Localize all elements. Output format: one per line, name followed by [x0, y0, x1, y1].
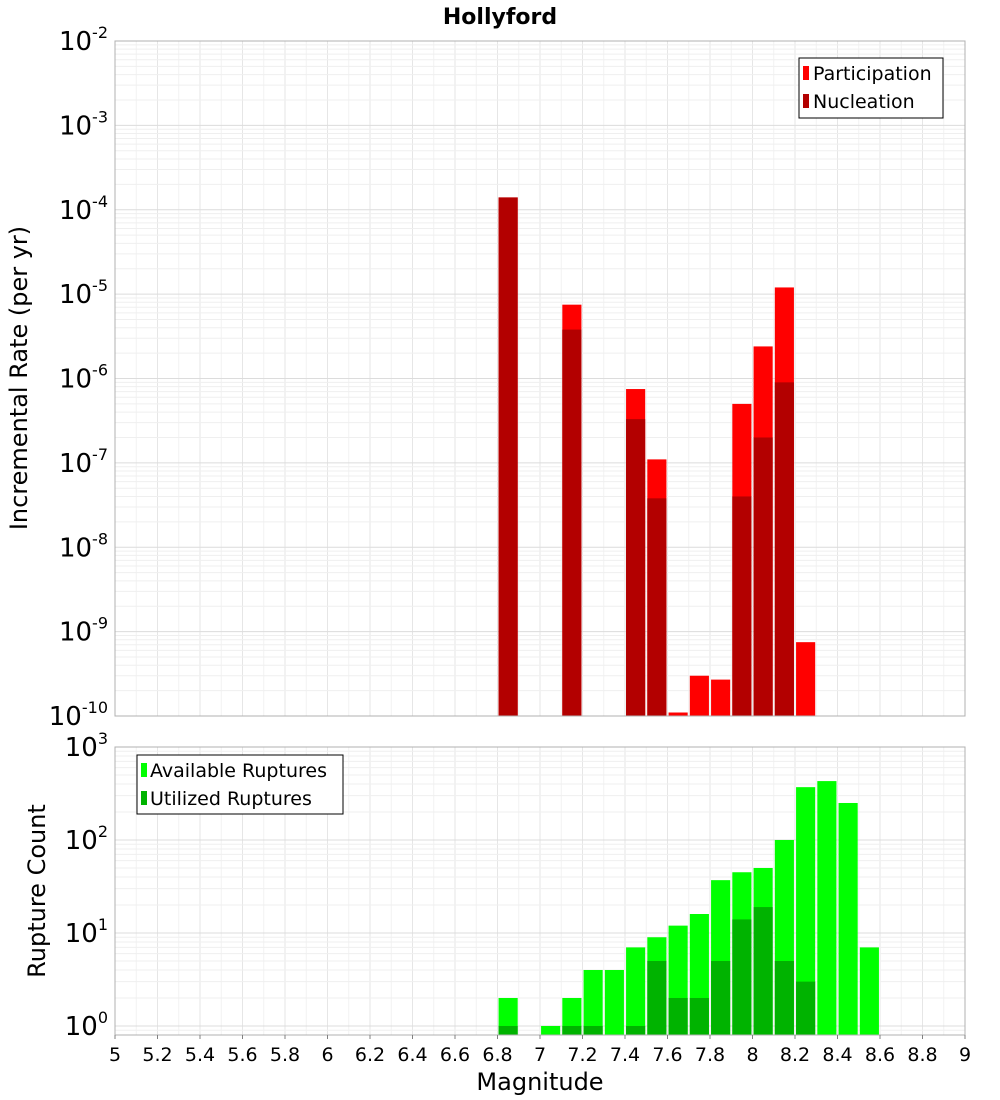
utilized-ruptures-bar	[711, 960, 731, 1035]
utilized-ruptures-bars	[498, 907, 816, 1035]
x-tick-label: 5.2	[142, 1044, 172, 1066]
x-tick-label: 6.8	[482, 1044, 512, 1066]
x-tick-label: 6	[321, 1044, 333, 1066]
nucleation-bar	[774, 382, 794, 716]
nucleation-bar	[626, 419, 646, 716]
nucleation-bar	[562, 329, 582, 716]
x-tick-label: 8.8	[907, 1044, 937, 1066]
utilized-ruptures-bar	[689, 997, 709, 1035]
x-tick-label: 7.6	[652, 1044, 682, 1066]
utilized-ruptures-bar	[796, 981, 816, 1035]
legend-label-nucleation: Nucleation	[813, 91, 915, 113]
y-tick-label: 10-2	[59, 23, 108, 57]
available-ruptures-bar	[817, 781, 837, 1035]
legend-swatch-nucleation	[803, 94, 809, 108]
nucleation-bar	[647, 498, 667, 716]
utilized-ruptures-bar	[732, 919, 752, 1035]
utilized-ruptures-bar	[583, 1025, 603, 1035]
available-ruptures-bar	[562, 997, 582, 1035]
chart-title: Hollyford	[443, 5, 557, 30]
y-tick-label: 103	[65, 729, 108, 763]
y-tick-label: 10-8	[59, 529, 108, 563]
x-tick-label: 7.8	[695, 1044, 725, 1066]
y-tick-label: 101	[65, 915, 108, 949]
available-ruptures-bar	[604, 969, 624, 1035]
x-tick-label: 6.6	[440, 1044, 470, 1066]
utilized-ruptures-bar	[668, 997, 688, 1035]
nucleation-bar	[732, 496, 752, 716]
x-tick-label: 6.2	[355, 1044, 385, 1066]
top-plot: 10-10 10-9 10-8 10-7 10-6 10-5 10-4 10-3 10-2 In…	[5, 23, 966, 732]
available-ruptures-bar	[796, 787, 816, 1035]
legend-swatch-available	[141, 763, 147, 777]
legend-label-utilized: Utilized Ruptures	[150, 788, 312, 810]
top-y-tick-labels: 10-10 10-9 10-8 10-7 10-6 10-5 10-4 10-3 10-2	[49, 23, 108, 732]
y-tick-label: 10-7	[59, 445, 108, 479]
y-tick-label: 102	[65, 822, 108, 856]
x-tick-labels: 5 5.2 5.4 5.6 5.8 6 6.2 6.4 6.6 6.8 7 7.2 7.4 7.6 7.8 8…	[109, 1035, 971, 1066]
x-tick-label: 9	[959, 1044, 971, 1066]
x-tick-label: 5.6	[227, 1044, 257, 1066]
legend-label-available: Available Ruptures	[150, 760, 327, 782]
nucleation-bars	[498, 197, 794, 717]
available-ruptures-bar	[838, 802, 858, 1035]
y-tick-label: 10-10	[49, 698, 108, 732]
top-legend-box	[798, 57, 944, 119]
x-tick-label: 8	[746, 1044, 758, 1066]
nucleation-bar	[753, 437, 773, 716]
utilized-ruptures-bar	[774, 960, 794, 1035]
x-tick-label: 8.2	[780, 1044, 810, 1066]
x-tick-label: 5.8	[270, 1044, 300, 1066]
utilized-ruptures-bar	[562, 1025, 582, 1035]
nucleation-bar	[498, 197, 518, 717]
utilized-ruptures-bar	[647, 960, 667, 1035]
bottom-y-tick-labels: 100 101 102 103	[65, 729, 108, 1042]
participation-bar	[689, 675, 709, 716]
available-ruptures-bar	[541, 1025, 561, 1035]
top-plot-grid	[114, 40, 966, 717]
y-tick-label: 10-3	[59, 107, 108, 141]
participation-bar	[711, 679, 731, 716]
available-ruptures-bar	[859, 947, 879, 1035]
y-tick-label: 100	[65, 1008, 108, 1042]
legend-swatch-utilized	[141, 791, 147, 805]
x-tick-label: 5	[109, 1044, 121, 1066]
x-tick-label: 8.4	[822, 1044, 852, 1066]
x-axis-title: Magnitude	[476, 1068, 603, 1096]
y-tick-label: 10-9	[59, 614, 108, 648]
bottom-legend-box	[136, 754, 344, 815]
participation-bar	[796, 642, 816, 716]
available-ruptures-bar	[498, 997, 518, 1035]
available-ruptures-bar	[583, 969, 603, 1035]
utilized-ruptures-bar	[626, 1025, 646, 1035]
participation-bar	[668, 712, 688, 716]
x-tick-label: 5.4	[185, 1044, 215, 1066]
x-tick-label: 7.2	[567, 1044, 597, 1066]
y-tick-label: 10-5	[59, 276, 108, 310]
bottom-y-axis-title: Rupture Count	[23, 804, 51, 978]
legend-swatch-participation	[803, 66, 809, 80]
top-plot-border	[114, 40, 966, 717]
available-ruptures-bar	[626, 947, 646, 1035]
top-legend: Participation Nucleation	[798, 57, 944, 119]
x-tick-label: 8.6	[865, 1044, 895, 1066]
legend-label-participation: Participation	[813, 63, 932, 85]
utilized-ruptures-bar	[753, 907, 773, 1035]
y-tick-label: 10-6	[59, 361, 108, 395]
bottom-legend: Available Ruptures Utilized Ruptures	[136, 754, 344, 815]
utilized-ruptures-bar	[498, 1025, 518, 1035]
x-tick-label: 7	[534, 1044, 546, 1066]
x-tick-label: 7.4	[610, 1044, 640, 1066]
top-y-axis-title: Incremental Rate (per yr)	[5, 226, 33, 530]
y-tick-label: 10-4	[59, 192, 108, 226]
bottom-plot: 100 101 102 103 5 5.2 5.4 5.6 5.8 6 6.2 6.4 6.6 6.8 7…	[23, 729, 971, 1096]
x-tick-label: 6.4	[397, 1044, 427, 1066]
